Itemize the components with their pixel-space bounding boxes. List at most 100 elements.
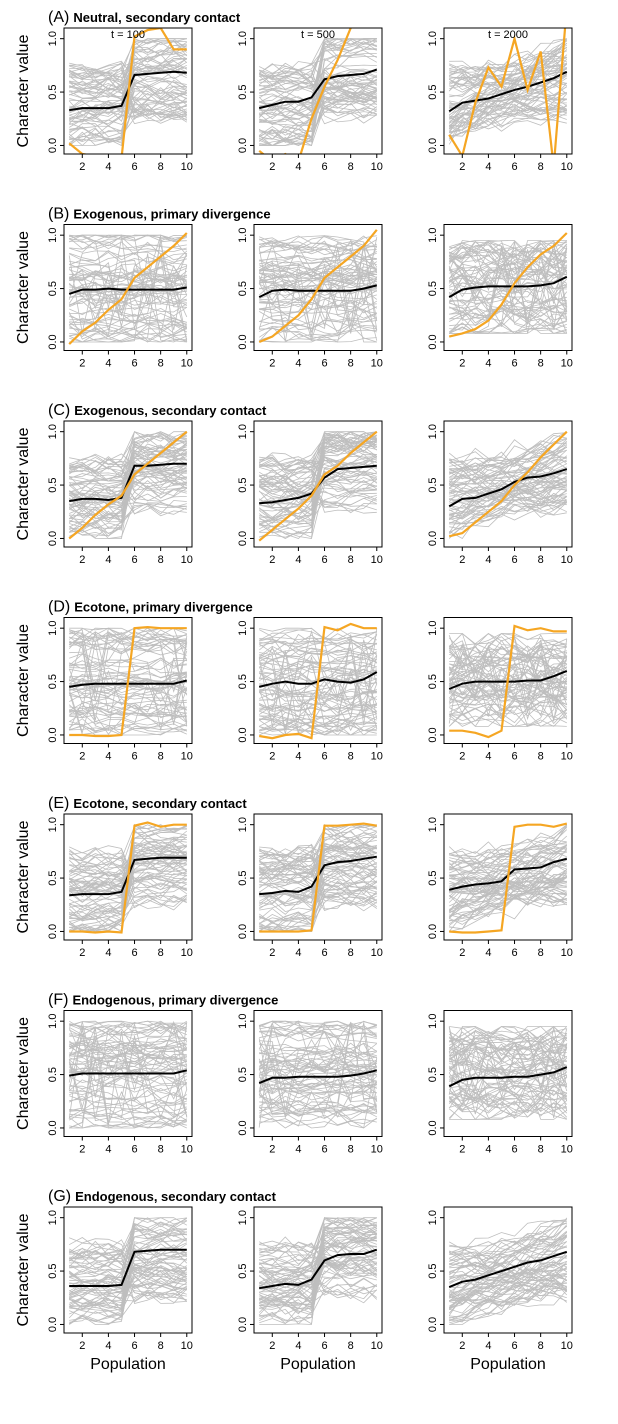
replicate-line (69, 234, 187, 247)
replicate-line (449, 1219, 567, 1253)
replicate-line (69, 1087, 187, 1101)
panel-row-2: (B) Exogenous, primary divergence Characte… (15, 206, 573, 370)
panel-A-1: 0.0 0.5 1.0 2 4 6 8 10 t = 100 (47, 27, 193, 173)
replicate-line (69, 1020, 187, 1031)
replicate-line (259, 1079, 377, 1092)
replicate-line (449, 62, 567, 75)
x-tick-label: 2 (459, 161, 465, 173)
replicate-line (69, 894, 187, 931)
x-tick-label: 10 (371, 358, 383, 370)
replicate-line (449, 1246, 567, 1268)
replicate-line (259, 1270, 377, 1305)
panel-F-1: 0.0 0.5 1.0 2 4 6 8 10 (47, 1010, 193, 1156)
panel-frame (253, 224, 383, 351)
y-axis-label: Character value (15, 820, 32, 933)
mean-line (69, 1069, 188, 1077)
replicate-line (258, 703, 378, 718)
panel-row-1: (A) Neutral, secondary contact Character v… (15, 9, 573, 173)
panel-frame (63, 27, 193, 155)
replicate-line (69, 1105, 187, 1121)
replicate-line (68, 268, 188, 317)
replicate-line (69, 1030, 187, 1092)
replicate-line (68, 1055, 187, 1109)
replicate-line (449, 1224, 568, 1265)
replicate-line (448, 681, 567, 699)
mean-line (448, 275, 568, 298)
panel-C-2: 0.0 0.5 1.0 2 4 6 8 10 (237, 420, 383, 566)
replicate-line (258, 876, 377, 920)
y-tick-label: 0.0 (427, 1120, 439, 1135)
replicate-line (449, 1026, 568, 1041)
replicate-line (258, 1025, 377, 1070)
replicate-line (449, 1222, 567, 1296)
y-tick-label: 1.0 (427, 31, 439, 46)
replicate-line (448, 1282, 567, 1296)
replicate-line (69, 1238, 187, 1323)
replicate-line (259, 854, 377, 881)
y-tick-label: 1.0 (47, 1014, 59, 1029)
replicate-line (259, 1112, 377, 1126)
replicate-line (259, 703, 377, 728)
y-tick-label: 0.0 (237, 1120, 249, 1135)
plot-area (258, 1217, 378, 1325)
replicate-line (449, 1092, 567, 1108)
panel-E-1: 0.0 0.5 1.0 2 4 6 8 10 (47, 813, 193, 959)
plot-area (68, 1020, 188, 1129)
y-tick-label: 0.5 (47, 84, 59, 99)
replicate-line (259, 335, 377, 343)
replicate-line (448, 1060, 567, 1073)
replicate-line (68, 830, 187, 876)
x-tick-label: 10 (371, 1144, 383, 1156)
replicate-line (448, 1039, 567, 1060)
y-tick-label: 0.0 (427, 727, 439, 742)
replicate-line (259, 824, 377, 858)
replicate-line (69, 689, 187, 703)
y-tick-label: 0.5 (427, 674, 439, 689)
replicate-line (258, 855, 378, 883)
y-tick-label: 1.0 (47, 817, 59, 832)
replicate-line (449, 46, 568, 93)
x-tick-label: 2 (269, 161, 275, 173)
y-tick-label: 1.0 (427, 228, 439, 243)
environment-line (68, 232, 188, 345)
replicate-line (259, 830, 377, 876)
replicate-line (259, 1073, 377, 1087)
x-tick-label: 4 (295, 358, 301, 370)
plot-area (68, 28, 188, 154)
replicate-line (448, 56, 567, 127)
x-tick-label: 2 (459, 947, 465, 959)
replicate-line (69, 235, 187, 343)
replicate-line (259, 1057, 378, 1129)
row-letter: (D) (48, 599, 70, 616)
replicate-line (448, 247, 568, 287)
replicate-line (69, 650, 187, 664)
environment-line (258, 430, 378, 542)
replicate-line (449, 681, 567, 702)
replicate-line (259, 235, 378, 274)
replicate-line (259, 276, 378, 335)
replicate-line (69, 250, 188, 264)
environment-line (448, 430, 568, 538)
replicate-line (259, 1090, 377, 1101)
y-tick-label: 1.0 (237, 228, 249, 243)
replicate-line (259, 239, 378, 252)
x-tick-label: 8 (158, 947, 164, 959)
replicate-line (259, 1059, 377, 1074)
panel-row-7: (G) Endogenous, secondary contact Characte… (15, 1188, 573, 1373)
y-tick-label: 0.5 (237, 870, 249, 885)
replicate-line (69, 634, 187, 643)
replicate-line (449, 704, 568, 725)
x-tick-label: 8 (348, 947, 354, 959)
replicate-line (449, 1082, 567, 1102)
y-tick-label: 1.0 (237, 1210, 249, 1225)
x-tick-label: 8 (538, 947, 544, 959)
replicate-line (69, 295, 187, 325)
environment-line (259, 822, 377, 933)
replicate-line (258, 896, 377, 932)
replicate-line (259, 500, 377, 521)
replicate-line (448, 1030, 567, 1075)
replicate-line (449, 873, 567, 903)
replicate-line (259, 651, 378, 664)
environment-line (68, 28, 187, 154)
replicate-line (449, 273, 568, 293)
